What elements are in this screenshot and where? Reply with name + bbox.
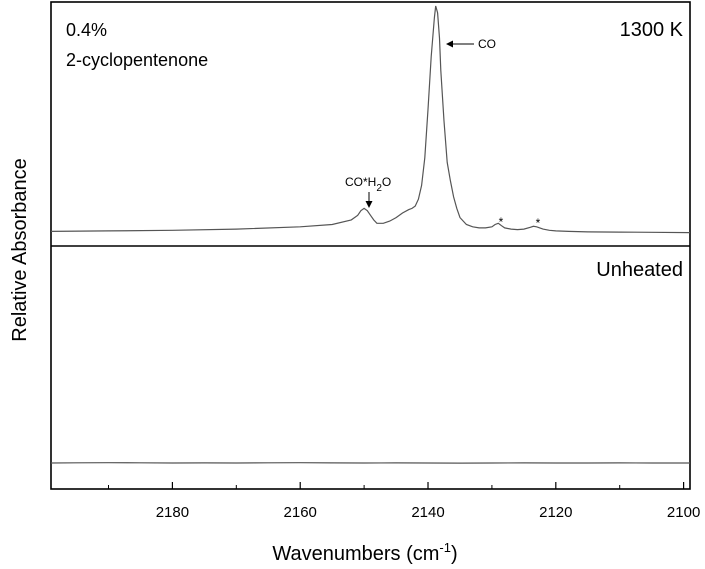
sample-concentration-label: 0.4% (66, 20, 107, 40)
co-arrow-head (446, 40, 453, 48)
x-tick-label: 2100 (667, 504, 700, 521)
x-axis-label-close: ) (451, 543, 458, 565)
sample-compound-label: 2-cyclopentenone (66, 50, 208, 70)
spectrum-line-1300k (50, 5, 691, 234)
star-annotation-1: * (499, 215, 504, 229)
x-tick-label: 2120 (539, 504, 572, 521)
y-axis-label: Relative Absorbance (9, 158, 31, 341)
x-tick-label: 2180 (156, 504, 189, 521)
x-axis-label-sup: -1 (439, 540, 451, 555)
co-h2o-annotation-a: CO*H (345, 175, 376, 189)
x-axis-label: Wavenumbers (cm-1) (272, 540, 457, 565)
star-annotation-2: * (536, 216, 541, 230)
panel-label-unheated: Unheated (596, 259, 683, 281)
co-h2o-annotation: CO*H2O (345, 175, 391, 194)
co-h2o-annotation-sub: 2 (376, 183, 382, 194)
co-annotation: CO (478, 37, 496, 51)
x-axis-ticks: 2180 2160 2140 2120 2100 (108, 482, 700, 521)
x-axis-label-main: Wavenumbers (cm (272, 543, 439, 565)
co-h2o-annotation-b: O (382, 175, 391, 189)
x-tick-label: 2160 (284, 504, 317, 521)
panel-label-1300k: 1300 K (620, 19, 684, 41)
x-tick-label: 2140 (411, 504, 444, 521)
co-h2o-arrow-head (365, 201, 373, 208)
